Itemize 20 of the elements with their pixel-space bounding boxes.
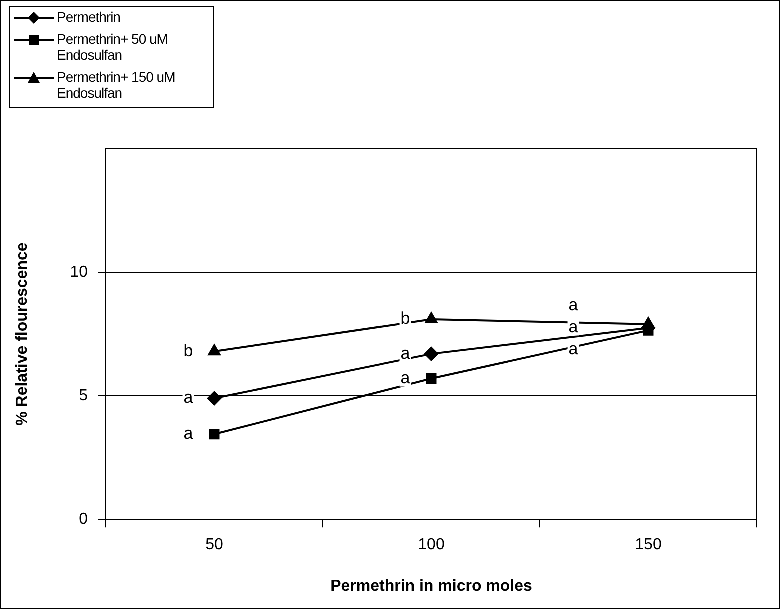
annotation: a <box>400 344 411 363</box>
annotation: a <box>568 295 579 314</box>
y-tick-label: 10 <box>70 264 88 281</box>
annotation: a <box>184 424 194 444</box>
legend-label: Permethrin <box>57 9 120 25</box>
y-axis-title: % Relative flourescence <box>14 242 32 426</box>
x-tick-label: 100 <box>418 536 445 554</box>
annotation: a <box>568 339 579 358</box>
legend-label: Permethrin+ 50 uM Endosulfan <box>57 31 169 63</box>
x-tick-label: 150 <box>635 536 662 554</box>
y-tick-label: 5 <box>79 387 88 404</box>
legend-label: Permethrin+ 150 uM Endosulfan <box>57 69 176 101</box>
x-axis-title: Permethrin in micro moles <box>330 578 533 595</box>
y-tick-label: 0 <box>79 511 88 528</box>
x-tick-label: 50 <box>206 536 224 554</box>
annotation: b <box>400 309 410 328</box>
annotation: a <box>568 317 579 336</box>
annotation: a <box>184 388 194 408</box>
annotation: a <box>400 368 411 388</box>
annotation: b <box>184 341 194 360</box>
